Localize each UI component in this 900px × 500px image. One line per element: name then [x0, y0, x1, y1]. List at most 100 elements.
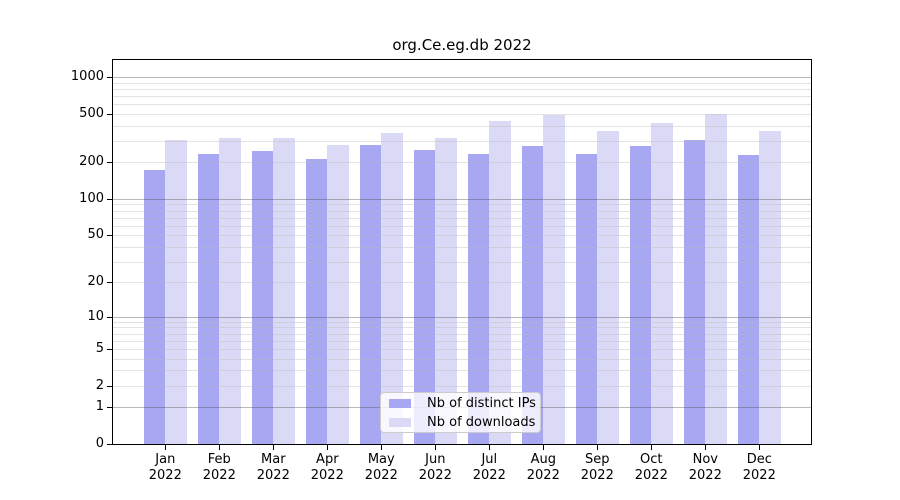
minor-gridline	[113, 348, 811, 350]
y-axis-tick-label: 2	[95, 377, 104, 393]
y-axis-tick-label: 0	[95, 436, 104, 451]
y-axis-tick	[107, 235, 113, 237]
major-gridline	[113, 316, 811, 318]
minor-gridline	[113, 140, 811, 142]
x-axis-tick	[434, 445, 436, 450]
minor-gridline	[113, 282, 811, 284]
minor-gridline	[113, 88, 811, 90]
x-axis-tick	[704, 445, 706, 450]
y-axis-tick	[107, 444, 113, 445]
bar-dec-downloads	[759, 130, 781, 444]
x-axis-tick	[218, 445, 220, 450]
x-axis-tick-label: Feb 2022	[202, 452, 236, 483]
y-axis-tick-label: 200	[79, 154, 104, 170]
major-gridline	[113, 198, 811, 200]
bar-sep-downloads	[597, 130, 619, 444]
x-axis-tick	[542, 445, 544, 450]
minor-gridline	[113, 95, 811, 97]
x-axis-tick-label: Mar 2022	[256, 452, 290, 483]
y-axis-tick-label: 1	[95, 399, 104, 415]
y-axis-tick-label: 500	[79, 105, 104, 121]
bar-jul-distinct-ips	[467, 154, 490, 444]
minor-gridline	[113, 104, 811, 106]
x-axis-tick	[272, 445, 274, 450]
minor-gridline	[113, 82, 811, 84]
bar-jun-downloads	[435, 137, 457, 444]
x-axis-tick	[650, 445, 652, 450]
bar-mar-distinct-ips	[251, 151, 274, 444]
x-axis-tick	[758, 445, 760, 450]
x-axis-tick-label: Apr 2022	[310, 452, 344, 483]
y-axis-tick	[107, 385, 113, 387]
minor-gridline	[113, 340, 811, 342]
bar-oct-downloads	[651, 122, 673, 444]
bar-nov-distinct-ips	[683, 140, 706, 444]
minor-gridline	[113, 235, 811, 237]
y-axis-tick	[107, 162, 113, 164]
y-axis-tick-label: 1000	[70, 69, 104, 85]
minor-gridline	[113, 204, 811, 206]
y-axis-tick	[107, 77, 113, 79]
chart-title: org.Ce.eg.db 2022	[392, 36, 532, 54]
x-axis-tick-label: Nov 2022	[688, 452, 722, 483]
bar-apr-downloads	[327, 145, 349, 444]
y-axis-tick-label: 10	[87, 308, 104, 324]
y-axis-tick-label: 100	[79, 190, 104, 206]
y-axis-tick	[107, 348, 113, 350]
x-axis-tick	[488, 445, 490, 450]
y-axis-tick-label: 20	[87, 274, 104, 290]
y-axis-tick-label: 50	[87, 227, 104, 243]
minor-gridline	[113, 217, 811, 219]
legend-item-distinct-ips: Nb of distinct IPs	[389, 396, 536, 411]
bar-oct-distinct-ips	[629, 146, 652, 444]
minor-gridline	[113, 370, 811, 372]
minor-gridline	[113, 162, 811, 164]
y-axis-tick-label: 5	[95, 340, 104, 356]
bar-feb-distinct-ips	[197, 154, 220, 444]
bar-apr-distinct-ips	[305, 158, 328, 444]
x-axis-tick	[326, 445, 328, 450]
minor-gridline	[113, 261, 811, 263]
y-axis-tick	[107, 282, 113, 284]
x-axis-tick-label: Dec 2022	[742, 452, 776, 483]
minor-gridline	[113, 246, 811, 248]
y-axis-tick	[107, 113, 113, 115]
legend-label-distinct-ips: Nb of distinct IPs	[427, 395, 536, 411]
minor-gridline	[113, 327, 811, 329]
bar-jul-downloads	[489, 121, 511, 444]
bar-may-downloads	[381, 132, 403, 444]
minor-gridline	[113, 333, 811, 335]
y-axis-tick	[107, 198, 113, 200]
bar-dec-distinct-ips	[737, 155, 760, 444]
bar-may-distinct-ips	[359, 144, 382, 444]
bar-nov-downloads	[705, 113, 727, 444]
legend: Nb of distinct IPs Nb of downloads	[380, 392, 541, 433]
x-axis-tick-label: Sep 2022	[580, 452, 614, 483]
legend-item-downloads: Nb of downloads	[389, 414, 536, 430]
y-axis-tick	[107, 407, 113, 409]
minor-gridline	[113, 358, 811, 360]
plot-area: Nb of distinct IPs Nb of downloads	[112, 59, 812, 445]
x-axis-tick-label: Aug 2022	[526, 452, 560, 483]
x-axis-tick	[380, 445, 382, 450]
bar-jan-downloads	[165, 139, 187, 444]
x-axis-tick-label: Jan 2022	[148, 452, 182, 483]
x-axis-tick-label: Jul 2022	[472, 452, 506, 483]
bar-aug-distinct-ips	[521, 146, 544, 444]
x-axis-tick	[164, 445, 166, 450]
major-gridline	[113, 77, 811, 79]
legend-swatch-distinct-ips	[389, 398, 411, 408]
y-axis-tick	[107, 316, 113, 318]
bar-aug-downloads	[543, 115, 565, 444]
x-axis-tick	[596, 445, 598, 450]
bar-jan-distinct-ips	[143, 170, 166, 444]
x-axis-tick-label: Oct 2022	[634, 452, 668, 483]
bar-feb-downloads	[219, 138, 241, 444]
bar-jun-distinct-ips	[413, 150, 436, 444]
bar-mar-downloads	[273, 137, 295, 444]
minor-gridline	[113, 321, 811, 323]
legend-label-downloads: Nb of downloads	[427, 414, 536, 430]
legend-swatch-downloads	[389, 417, 411, 427]
minor-gridline	[113, 385, 811, 387]
minor-gridline	[113, 210, 811, 212]
